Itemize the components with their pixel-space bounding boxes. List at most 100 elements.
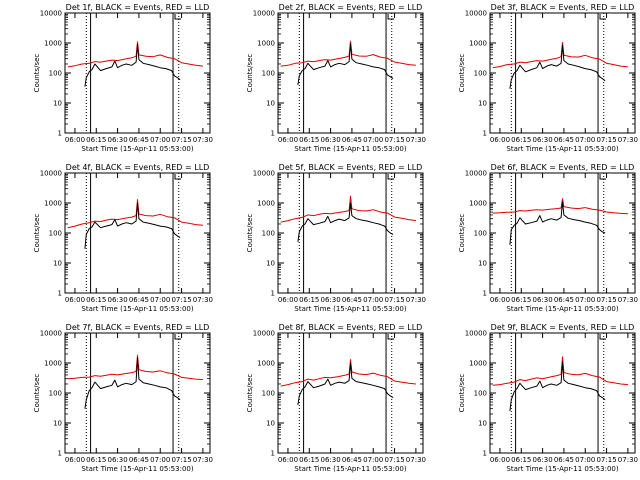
x-tick-label: 06:00 <box>65 456 85 464</box>
x-axis-label: Start Time (15-Apr-11 05:53:00) <box>506 465 618 473</box>
series-lld-line <box>280 195 416 223</box>
x-tick-label: 07:00 <box>363 136 383 144</box>
chart-title: Det 8f, BLACK = Events, RED = LLD <box>279 323 423 332</box>
y-tick-label: 10 <box>266 260 275 268</box>
interval-bracket <box>599 334 607 340</box>
y-axis-label: Counts/sec <box>458 214 466 253</box>
y-tick-label: 10000 <box>465 10 487 18</box>
series-events-line <box>297 43 394 85</box>
x-tick-label: 06:30 <box>533 456 553 464</box>
x-tick-label: 07:30 <box>193 136 213 144</box>
x-tick-label: 07:30 <box>406 136 426 144</box>
y-tick-label: 1 <box>271 450 275 458</box>
y-tick-label: 100 <box>474 230 487 238</box>
series-lld-line <box>492 198 628 215</box>
y-tick-label: 1 <box>483 290 487 298</box>
x-tick-label: 06:30 <box>108 456 128 464</box>
series-lld-line <box>67 354 203 381</box>
chart-title: Det 6f, BLACK = Events, RED = LLD <box>491 163 635 172</box>
series-events-line <box>84 43 181 87</box>
x-tick-label: 07:00 <box>363 456 383 464</box>
x-tick-label: 06:15 <box>299 136 319 144</box>
x-tick-label: 07:15 <box>171 296 191 304</box>
x-tick-label: 06:45 <box>342 456 362 464</box>
y-tick-label: 1 <box>483 450 487 458</box>
y-tick-label: 1 <box>271 130 275 138</box>
interval-bracket <box>387 14 395 20</box>
interval-bracket <box>387 334 395 340</box>
chart-panel: Det 5f, BLACK = Events, RED = LLD 1 10 100 1… <box>246 163 426 313</box>
y-tick-label: 100 <box>49 390 62 398</box>
y-tick-label: 100 <box>262 390 275 398</box>
y-tick-label: 10 <box>478 260 487 268</box>
x-tick-label: 06:00 <box>65 296 85 304</box>
y-tick-label: 100 <box>49 230 62 238</box>
interval-bracket <box>387 174 395 180</box>
y-tick-label: 1000 <box>257 200 275 208</box>
y-tick-label: 1000 <box>44 200 62 208</box>
x-tick-label: 07:30 <box>406 456 426 464</box>
x-tick-label: 06:45 <box>342 136 362 144</box>
x-tick-label: 07:30 <box>618 296 638 304</box>
series-events-line <box>509 201 606 245</box>
x-tick-label: 06:30 <box>321 296 341 304</box>
series-lld-line <box>492 41 628 69</box>
x-tick-label: 06:15 <box>511 136 531 144</box>
x-tick-label: 06:15 <box>86 136 106 144</box>
x-tick-label: 07:30 <box>193 456 213 464</box>
x-tick-label: 06:45 <box>554 456 574 464</box>
x-tick-label: 06:30 <box>533 296 553 304</box>
y-tick-label: 10000 <box>253 170 275 178</box>
x-tick-label: 06:45 <box>342 296 362 304</box>
y-tick-label: 10 <box>478 100 487 108</box>
x-tick-label: 06:00 <box>490 456 510 464</box>
y-tick-label: 10000 <box>253 10 275 18</box>
chart-title: Det 4f, BLACK = Events, RED = LLD <box>66 163 210 172</box>
interval-bracket <box>174 14 182 20</box>
x-tick-label: 06:45 <box>129 136 149 144</box>
y-tick-label: 1 <box>58 290 62 298</box>
series-events-line <box>509 361 606 412</box>
series-lld-line <box>280 359 416 387</box>
x-tick-label: 06:15 <box>86 296 106 304</box>
x-tick-label: 07:00 <box>150 456 170 464</box>
series-lld-line <box>67 199 203 229</box>
x-axis-label: Start Time (15-Apr-11 05:53:00) <box>294 145 406 153</box>
chart-title: Det 1f, BLACK = Events, RED = LLD <box>66 3 210 12</box>
y-tick-label: 10 <box>266 420 275 428</box>
x-axis-label: Start Time (15-Apr-11 05:53:00) <box>294 465 406 473</box>
x-tick-label: 06:30 <box>321 136 341 144</box>
x-tick-label: 07:00 <box>575 136 595 144</box>
x-axis-label: Start Time (15-Apr-11 05:53:00) <box>506 145 618 153</box>
x-tick-label: 07:15 <box>596 456 616 464</box>
y-tick-label: 10 <box>53 100 62 108</box>
chart-panel: Det 6f, BLACK = Events, RED = LLD 1 10 100 1… <box>458 163 638 313</box>
x-tick-label: 07:30 <box>618 456 638 464</box>
chart-panel: Det 7f, BLACK = Events, RED = LLD 1 10 100 1… <box>33 323 213 473</box>
x-tick-label: 06:00 <box>490 296 510 304</box>
x-tick-label: 07:30 <box>193 296 213 304</box>
y-tick-label: 1 <box>483 130 487 138</box>
x-tick-label: 06:45 <box>554 136 574 144</box>
y-tick-label: 10 <box>266 100 275 108</box>
chart-panel: Det 4f, BLACK = Events, RED = LLD 1 10 100 1… <box>33 163 213 313</box>
x-tick-label: 07:00 <box>575 296 595 304</box>
y-tick-label: 1000 <box>469 200 487 208</box>
y-tick-label: 10 <box>478 420 487 428</box>
x-tick-label: 06:45 <box>554 296 574 304</box>
x-axis-label: Start Time (15-Apr-11 05:53:00) <box>81 145 193 153</box>
y-axis-label: Counts/sec <box>33 214 41 253</box>
y-axis-label: Counts/sec <box>246 214 254 253</box>
y-tick-label: 10 <box>53 420 62 428</box>
chart-title: Det 9f, BLACK = Events, RED = LLD <box>491 323 635 332</box>
chart-title: Det 7f, BLACK = Events, RED = LLD <box>66 323 210 332</box>
y-axis-label: Counts/sec <box>33 374 41 413</box>
x-tick-label: 06:30 <box>108 296 128 304</box>
x-tick-label: 06:00 <box>278 136 298 144</box>
y-tick-label: 1000 <box>257 360 275 368</box>
chart-panel: Det 1f, BLACK = Events, RED = LLD 1 10 100 1… <box>33 3 213 153</box>
y-tick-label: 100 <box>49 70 62 78</box>
x-tick-label: 07:00 <box>150 136 170 144</box>
x-tick-label: 07:15 <box>384 456 404 464</box>
x-axis-label: Start Time (15-Apr-11 05:53:00) <box>294 305 406 313</box>
